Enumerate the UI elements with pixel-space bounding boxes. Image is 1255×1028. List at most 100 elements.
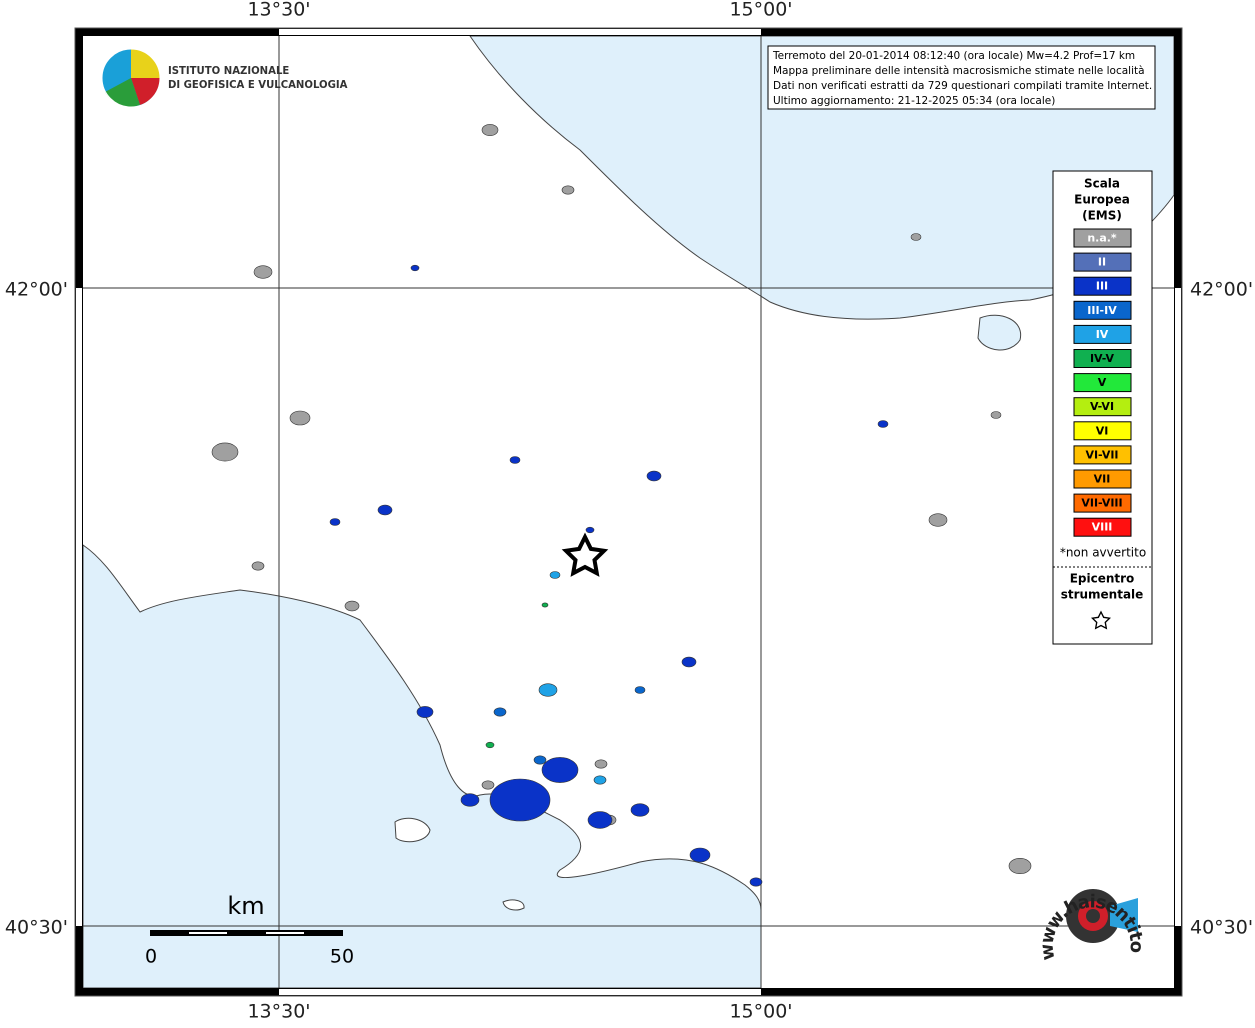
legend-swatch: [1073, 300, 1132, 320]
legend-swatch: [1073, 373, 1132, 393]
locality: [289, 410, 311, 426]
legend-label: VIII: [1092, 521, 1113, 534]
locality: [689, 847, 711, 863]
locality: [481, 124, 499, 136]
locality: [587, 811, 613, 829]
locality: [344, 600, 360, 612]
legend-note: *non avvertito: [1060, 546, 1146, 560]
locality: [416, 706, 434, 718]
locality: [634, 686, 646, 694]
locality: [541, 757, 579, 783]
locality: [377, 504, 393, 516]
locality: [594, 759, 608, 769]
scale-label: 0: [145, 946, 157, 968]
locality: [630, 803, 650, 817]
epicenter-star: [561, 532, 609, 577]
info-line: Mappa preliminare delle intensità macros…: [773, 65, 1145, 77]
frame: [74, 27, 1183, 997]
legend-label: V-VI: [1090, 400, 1114, 413]
grid: [83, 36, 1174, 988]
locality: [460, 793, 480, 807]
legend-swatch: [1073, 252, 1132, 272]
legend-label: V: [1098, 376, 1107, 389]
grid-label: 42°00': [5, 279, 68, 301]
locality: [533, 755, 547, 765]
legend-star: [1091, 610, 1111, 630]
locality: [541, 602, 549, 608]
locality: [585, 526, 595, 534]
legend-swatch: [1073, 493, 1132, 513]
locality: [410, 264, 420, 272]
legend-title: Scala: [1084, 177, 1120, 191]
legend-title: (EMS): [1082, 209, 1122, 223]
info-line: Terremoto del 20-01-2014 08:12:40 (ora l…: [772, 50, 1135, 62]
locality: [681, 656, 697, 668]
legend-epicenter: strumentale: [1061, 588, 1144, 602]
locality: [493, 707, 507, 717]
locality: [481, 780, 495, 790]
locality: [211, 442, 239, 462]
legend-label: II: [1098, 256, 1106, 269]
locality: [749, 877, 763, 887]
scale-bar: km 0 50: [145, 892, 354, 968]
logo-text: ISTITUTO NAZIONALE: [168, 65, 289, 77]
legend-swatch: [1073, 469, 1132, 489]
locality: [329, 518, 341, 526]
grid-label: 42°00': [1190, 279, 1253, 301]
locality: [485, 741, 495, 749]
locality: [1008, 857, 1032, 874]
legend-label: III: [1096, 280, 1108, 293]
locality: [549, 571, 561, 579]
ingv-logo: ISTITUTO NAZIONALE DI GEOFISICA E VULCAN…: [101, 48, 348, 108]
locality: [561, 185, 575, 195]
locality: [489, 778, 551, 822]
gulf: [977, 314, 1022, 351]
legend-label: VII-VIII: [1081, 497, 1122, 510]
island: [394, 817, 431, 843]
legend-label: VII: [1094, 473, 1111, 486]
legend-swatch: [1073, 445, 1132, 465]
legend-title: Europea: [1074, 193, 1130, 207]
info-line: Dati non verificati estratti da 729 ques…: [773, 80, 1152, 92]
locality: [910, 233, 922, 241]
grid-label: 40°30': [5, 917, 68, 939]
island: [502, 899, 525, 911]
locality: [928, 513, 948, 527]
legend-label: III-IV: [1087, 304, 1117, 317]
tyrrhenian-sea: [82, 544, 762, 989]
legend-swatch: [1073, 324, 1132, 344]
legend-items: ScalaEuropea(EMS)n.a.*IIIIIIII-IVIVIV-VV…: [1053, 177, 1152, 630]
legend-swatch: [1073, 517, 1132, 537]
legend-swatch: [1073, 349, 1132, 368]
locality: [593, 775, 607, 785]
grid-label: 13°30': [247, 1001, 310, 1023]
scale-unit: km: [227, 892, 264, 920]
info-box: [767, 45, 1156, 110]
locality: [877, 420, 889, 428]
legend-label: VI: [1096, 424, 1109, 437]
grid-label: 13°30': [247, 0, 310, 21]
logo-text: DI GEOFISICA E VULCANOLOGIA: [168, 79, 348, 91]
localities: [211, 124, 1032, 887]
legend-swatch: [1073, 276, 1132, 296]
scale-label: 50: [330, 946, 354, 968]
locality: [646, 470, 662, 482]
info-text: Terremoto del 20-01-2014 08:12:40 (ora l…: [772, 50, 1152, 107]
grid-label: 15°00': [729, 1001, 792, 1023]
legend-label: VI-VII: [1085, 448, 1118, 461]
legend-swatch: [1073, 228, 1132, 248]
legend-swatch: [1073, 397, 1132, 417]
grid-label: 15°00': [729, 0, 792, 21]
info-line: Ultimo aggiornamento: 21-12-2025 05:34 (…: [773, 95, 1055, 107]
legend-epicenter: Epicentro: [1070, 572, 1135, 586]
locality: [253, 265, 273, 279]
legend-label: IV-V: [1090, 352, 1115, 365]
locality: [251, 561, 265, 571]
locality: [990, 411, 1002, 419]
legend-label: IV: [1096, 328, 1109, 341]
grid-label: 40°30': [1190, 917, 1253, 939]
locality: [509, 456, 521, 464]
legend-label: n.a.*: [1087, 232, 1117, 245]
